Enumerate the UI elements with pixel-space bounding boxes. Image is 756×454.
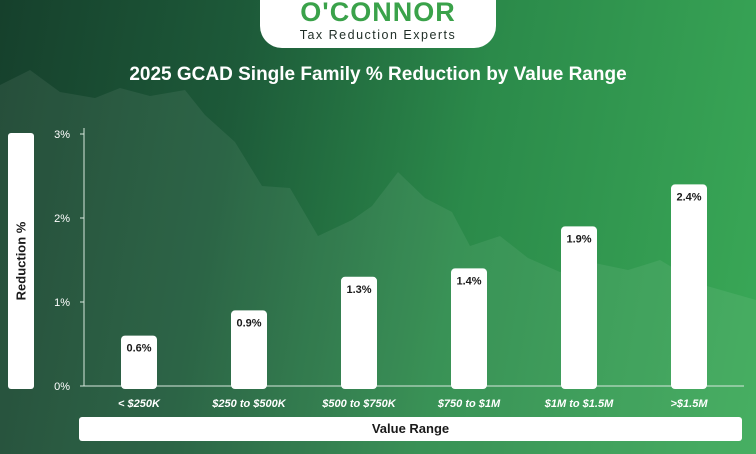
logo-wordmark: O'CONNOR [300, 0, 456, 27]
chart-title: 2025 GCAD Single Family % Reduction by V… [129, 64, 627, 85]
x-axis-label: Value Range [371, 421, 450, 436]
y-tick-label: 3% [54, 129, 70, 141]
x-tick-label: >$1.5M [671, 398, 709, 410]
bar [671, 184, 707, 389]
bar [341, 276, 377, 389]
bar-value-label: 0.6% [126, 343, 151, 355]
bar-value-label: 0.9% [236, 317, 261, 329]
y-tick-label: 1% [54, 297, 70, 309]
bar [561, 226, 597, 389]
x-tick-label: $500 to $750K [321, 398, 396, 410]
y-tick-label: 0% [54, 381, 70, 393]
bar-value-label: 1.3% [346, 284, 371, 296]
y-tick-label: 2% [54, 213, 70, 225]
x-tick-label: $250 to $500K [211, 398, 286, 410]
x-tick-label: < $250K [118, 398, 161, 410]
brand-logo: O'CONNOR Tax Reduction Experts [260, 0, 496, 48]
bar [451, 268, 487, 389]
logo-tagline: Tax Reduction Experts [299, 28, 457, 42]
bar-value-label: 2.4% [676, 191, 701, 203]
x-axis-label-box: Value Range [79, 417, 742, 441]
bar-value-label: 1.9% [566, 233, 591, 245]
bar [231, 310, 267, 389]
bar [121, 335, 157, 389]
x-tick-label: $1M to $1.5M [544, 398, 614, 410]
y-axis-label-box: Reduction % [8, 133, 34, 389]
bar-value-label: 1.4% [456, 275, 481, 287]
x-tick-label: $750 to $1M [437, 398, 501, 410]
